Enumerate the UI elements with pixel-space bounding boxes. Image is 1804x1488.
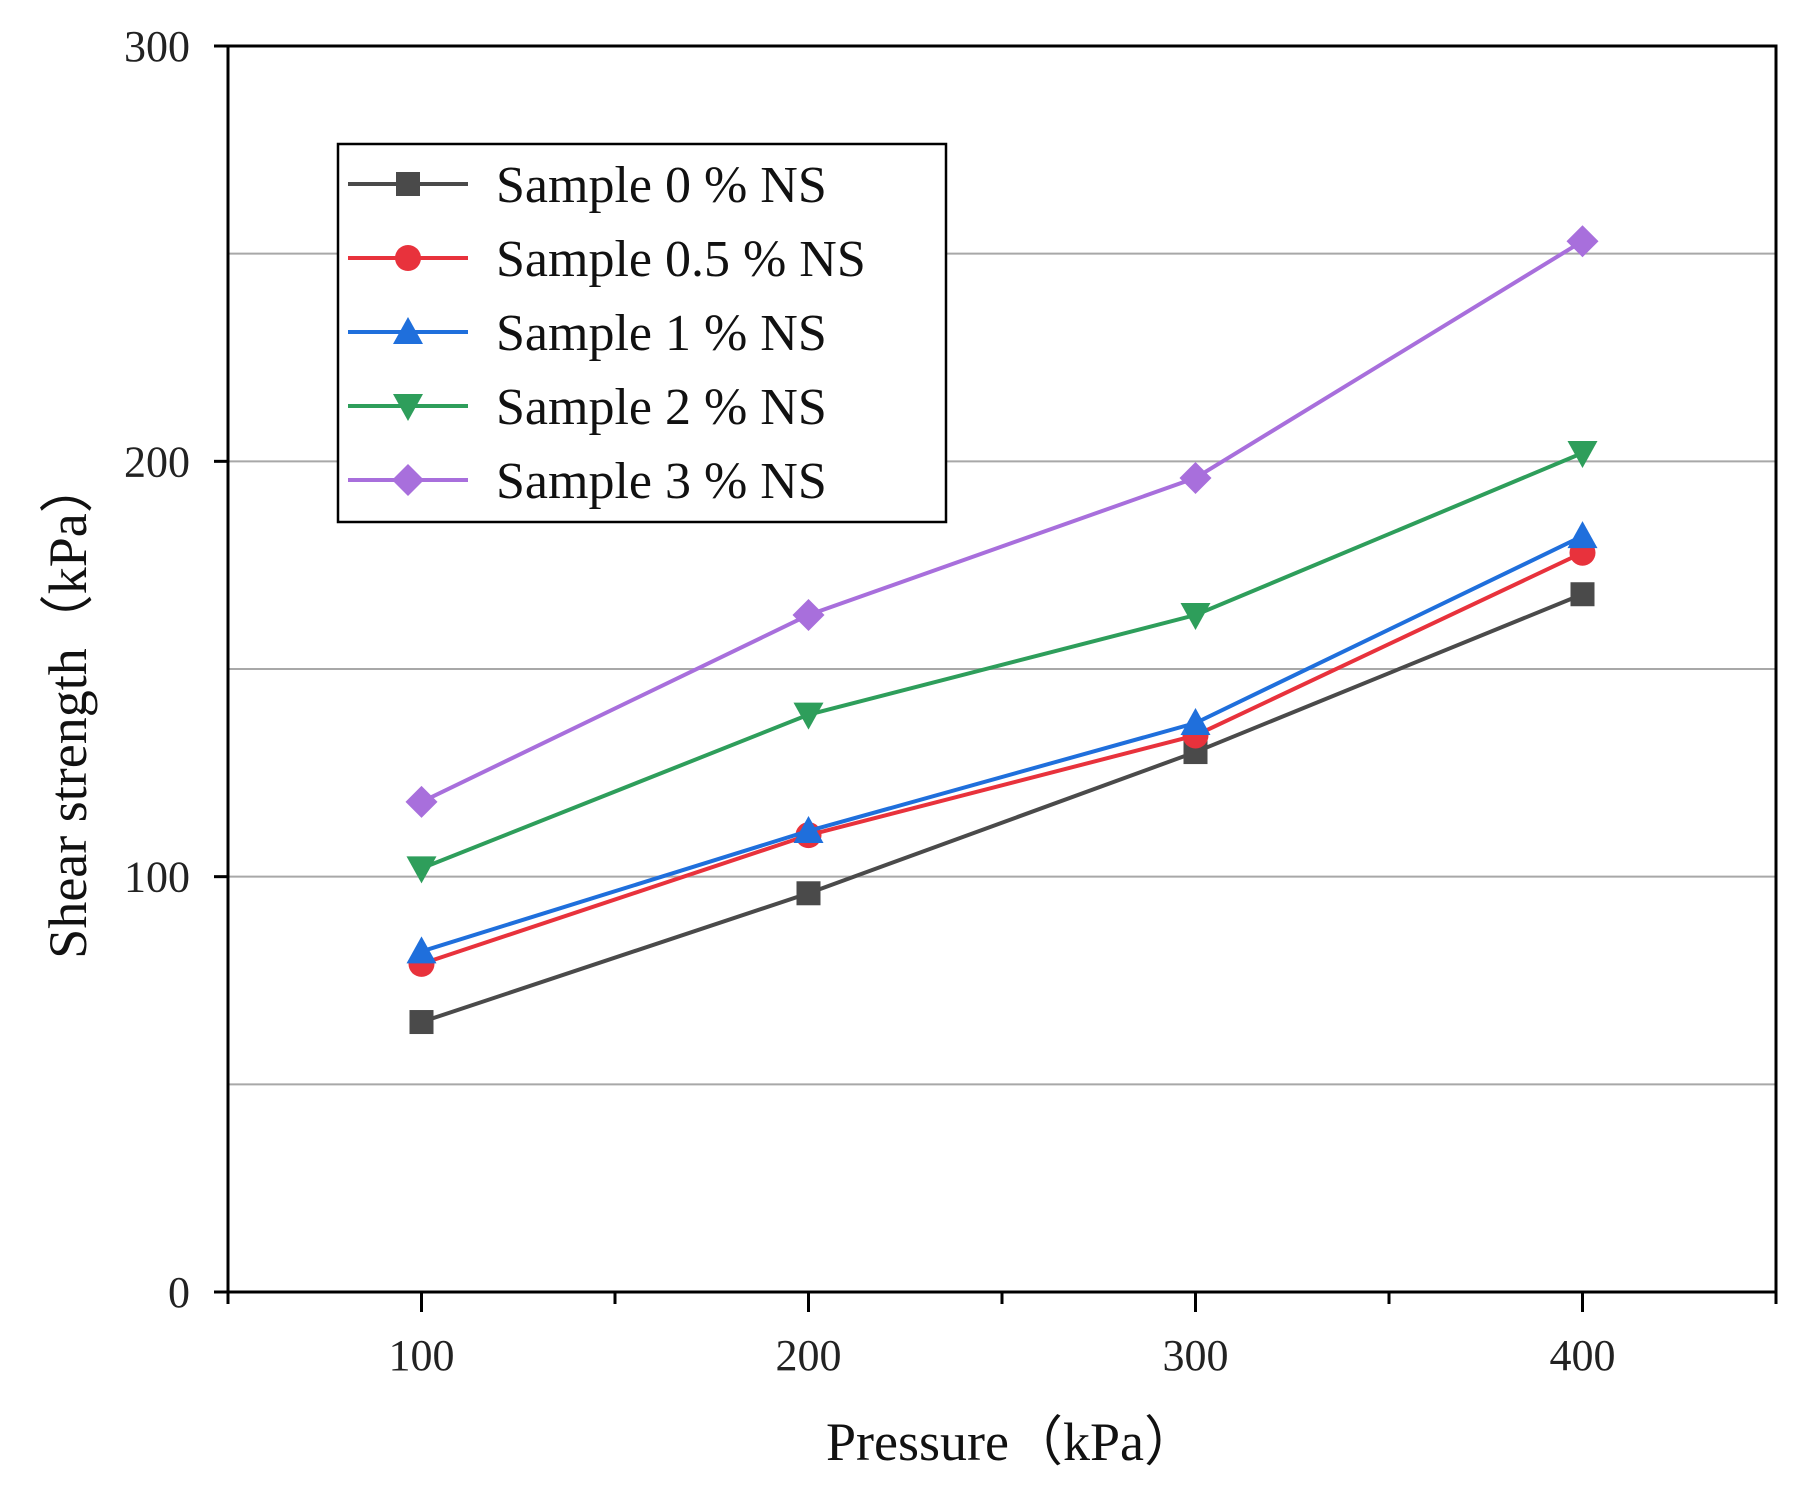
series-3	[406, 441, 1598, 884]
y-tick-label: 100	[124, 853, 190, 902]
legend-marker	[392, 464, 424, 496]
data-point	[1180, 707, 1211, 735]
data-point	[1570, 582, 1595, 607]
series-layer	[405, 225, 1599, 1035]
y-axis-title: Shear strength（kPa）	[38, 459, 98, 958]
data-point	[1179, 461, 1212, 494]
y-tick-label: 0	[168, 1268, 190, 1317]
data-point	[793, 815, 824, 843]
y-tick-label: 200	[124, 437, 190, 486]
series-2	[406, 521, 1598, 964]
data-point	[793, 702, 824, 730]
y-tick-label: 300	[124, 22, 190, 71]
series-line	[420, 550, 1584, 966]
x-tick-label: 100	[389, 1331, 455, 1380]
legend-label: Sample 0.5 % NS	[496, 231, 866, 288]
data-point	[406, 936, 437, 964]
data-point	[405, 785, 438, 818]
data-point	[406, 856, 437, 884]
series-line	[420, 239, 1584, 804]
legend-marker	[393, 394, 423, 421]
legend: Sample 0 % NS Sample 0.5 % NS Sample 1 % N…	[336, 142, 948, 524]
data-point	[1566, 225, 1599, 258]
series-4	[405, 225, 1599, 818]
x-tick-label: 400	[1550, 1331, 1616, 1380]
series-line	[420, 592, 1584, 1024]
axis-ticks: 0 100 200 300 100 200 300 400	[124, 22, 1778, 1380]
data-point	[792, 599, 825, 632]
legend-item: Sample 0 % NS	[348, 157, 827, 214]
data-point	[796, 881, 821, 906]
x-tick-label: 300	[1163, 1331, 1229, 1380]
legend-item: Sample 3 % NS	[348, 453, 827, 510]
series-line	[420, 451, 1584, 871]
legend-label: Sample 0 % NS	[496, 157, 827, 214]
series-line	[420, 534, 1584, 954]
x-axis-title: Pressure（kPa）	[826, 1412, 1198, 1472]
legend-item: Sample 2 % NS	[348, 379, 827, 436]
data-point	[1180, 603, 1211, 631]
legend-marker	[395, 245, 421, 271]
series-1	[408, 539, 1596, 977]
legend-marker	[396, 172, 420, 196]
legend-label: Sample 2 % NS	[496, 379, 827, 436]
data-point	[409, 1010, 434, 1035]
x-tick-label: 200	[776, 1331, 842, 1380]
series-0	[409, 582, 1595, 1035]
legend-label: Sample 1 % NS	[496, 305, 827, 362]
legend-item: Sample 1 % NS	[348, 305, 827, 362]
legend-marker	[393, 317, 423, 344]
data-point	[1567, 441, 1598, 469]
legend-label: Sample 3 % NS	[496, 453, 827, 510]
data-point	[1567, 521, 1598, 549]
legend-item: Sample 0.5 % NS	[348, 231, 866, 288]
